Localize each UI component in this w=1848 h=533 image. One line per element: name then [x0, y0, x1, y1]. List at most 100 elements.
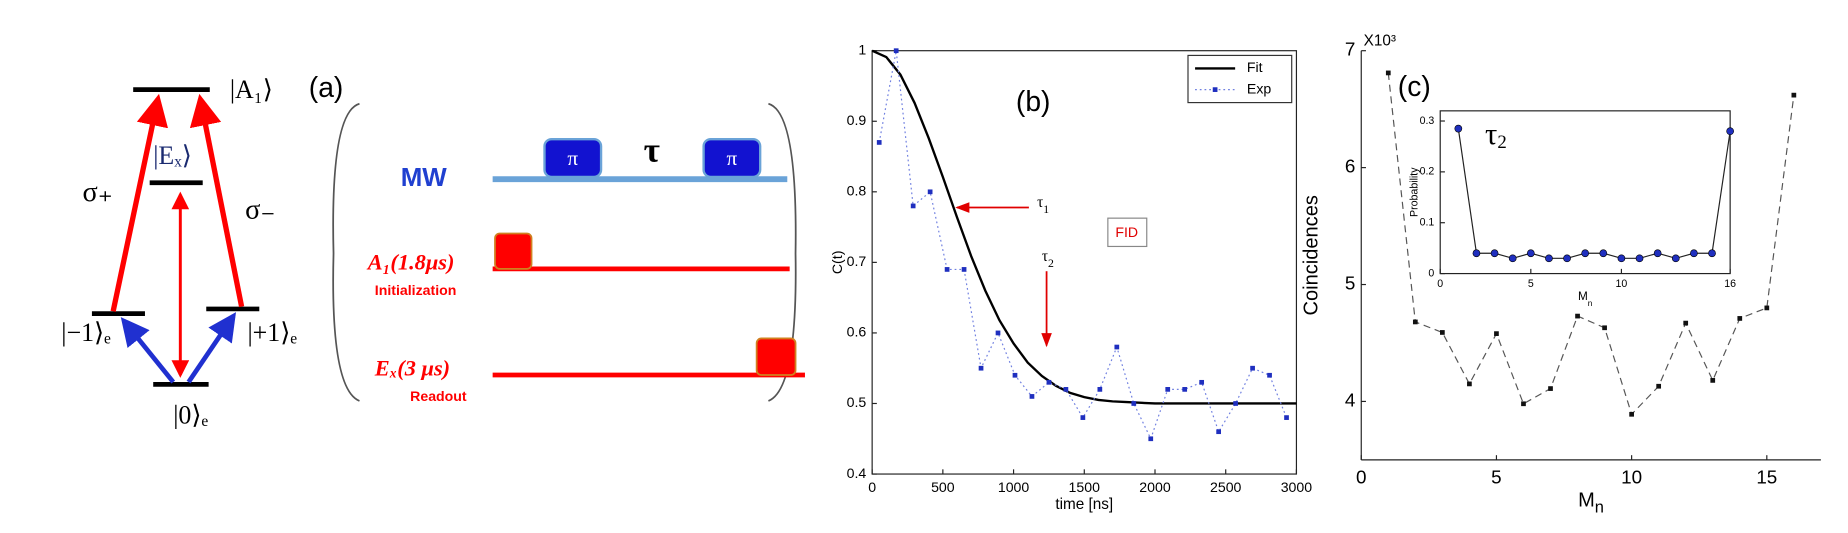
level-label: |Eₓ⟩ [153, 141, 192, 170]
plot-frame [1439, 110, 1731, 275]
x-tick-label: 0 [868, 479, 876, 495]
marker [1737, 316, 1743, 321]
annotation-sub: 2 [1497, 132, 1506, 153]
marker [1656, 383, 1662, 389]
pi-pulse [543, 137, 603, 179]
marker [1454, 124, 1463, 133]
marker [961, 267, 967, 272]
series-line [1387, 72, 1795, 416]
energy-diagram: |A₁⟩ (a) |Eₓ⟩ |−1⟩ₑ |+1⟩ₑ |0⟩ₑ σ₊ σ₋ [61, 71, 343, 429]
pi-label: π [727, 146, 738, 170]
y-tick-label: 0.4 [847, 465, 867, 481]
marker [1284, 415, 1289, 420]
marker [1131, 401, 1137, 406]
y-tick-label: 0 [1428, 267, 1434, 279]
marker [1791, 92, 1797, 98]
panel-label: (b) [1016, 85, 1051, 117]
y-axis-label: Coincidences [1301, 195, 1323, 315]
panel-label: (c) [1398, 70, 1431, 102]
legend-label: Exp [1247, 80, 1271, 96]
annotation: τ2 [1485, 117, 1507, 153]
annotation-box [1107, 217, 1148, 248]
x-tick-label: 10 [1616, 278, 1628, 290]
laser-pulse [494, 232, 533, 270]
marker [1690, 249, 1698, 258]
laser-pulse [755, 337, 797, 376]
marker [1671, 254, 1680, 263]
x-tick-label: 2500 [1210, 479, 1242, 495]
x-tick-label: 5 [1528, 278, 1534, 290]
marker [1165, 387, 1171, 392]
marker [1063, 387, 1069, 392]
x-tick-label: 3000 [1281, 479, 1313, 495]
y-axis-label: Probability [1409, 167, 1421, 217]
marker [1617, 254, 1626, 263]
pulse-label: Eₓ(3 μs) [374, 355, 450, 380]
marker [1012, 372, 1018, 378]
marker [1472, 249, 1481, 258]
marker [978, 365, 984, 371]
bracket [768, 102, 797, 402]
legend-label: Fit [1247, 59, 1263, 75]
axis-multiplier: X10³ [1364, 32, 1396, 49]
x-tick-label: 0 [1437, 278, 1443, 290]
marker [1599, 249, 1608, 258]
marker [1602, 325, 1607, 331]
x-tick-label: 5 [1491, 467, 1501, 488]
x-tick-label: 16 [1724, 278, 1736, 290]
level-label: |A₁⟩ [230, 75, 273, 104]
y-tick-label: 5 [1345, 273, 1355, 294]
marker [1233, 401, 1238, 406]
marker [1148, 436, 1154, 442]
bracket [332, 102, 360, 402]
annotation-main: τ [1485, 117, 1497, 151]
legend-box [1187, 54, 1293, 104]
marker [1467, 381, 1472, 387]
marker [876, 140, 882, 145]
marker [1683, 320, 1689, 326]
y-tick-label: 0.7 [847, 253, 867, 269]
legend-marker [1212, 87, 1218, 92]
x-tick-label: 2000 [1139, 479, 1171, 495]
x-axis-label-main: time [ns] [1055, 496, 1113, 513]
level-label: |0⟩ₑ [173, 400, 208, 429]
marker [1412, 319, 1418, 325]
marker [1494, 331, 1499, 336]
x-axis-label-main: M [1578, 490, 1595, 512]
annotation-main: τ [1042, 248, 1048, 265]
marker [1581, 249, 1590, 258]
y-tick-label: 0.5 [847, 394, 867, 410]
marker [1764, 305, 1770, 311]
arrow [110, 93, 169, 312]
marker [1563, 254, 1571, 263]
pi-label: π [567, 146, 578, 170]
marker [1029, 394, 1035, 399]
y-tick-label: 0.3 [1420, 115, 1435, 127]
level-label: |−1⟩ₑ [61, 318, 111, 347]
x-axis-label: Mn [1578, 290, 1593, 308]
annotation: FID [1115, 224, 1138, 240]
y-tick-label: 0.2 [1420, 166, 1435, 178]
marker [1653, 249, 1662, 258]
marker [1710, 378, 1716, 383]
y-tick-label: 0.1 [1420, 217, 1435, 229]
marker [893, 48, 899, 54]
pi-pulse [702, 137, 762, 179]
tau-label: τ [644, 129, 660, 169]
marker [995, 330, 1001, 336]
x-axis-label: Mn [1578, 490, 1604, 517]
arrow [189, 93, 245, 308]
y-tick-label: 6 [1345, 156, 1355, 177]
marker [1114, 344, 1120, 350]
series-line [1457, 128, 1731, 259]
marker [1199, 379, 1205, 385]
x-axis-label-sub: n [1588, 299, 1593, 308]
marker [1629, 411, 1634, 417]
marker [1046, 379, 1052, 385]
panel-label: (a) [309, 71, 344, 103]
marker [1440, 330, 1445, 335]
marker [1548, 386, 1553, 391]
x-axis-label-main: M [1578, 290, 1588, 303]
annotation-main: τ [1037, 193, 1043, 210]
